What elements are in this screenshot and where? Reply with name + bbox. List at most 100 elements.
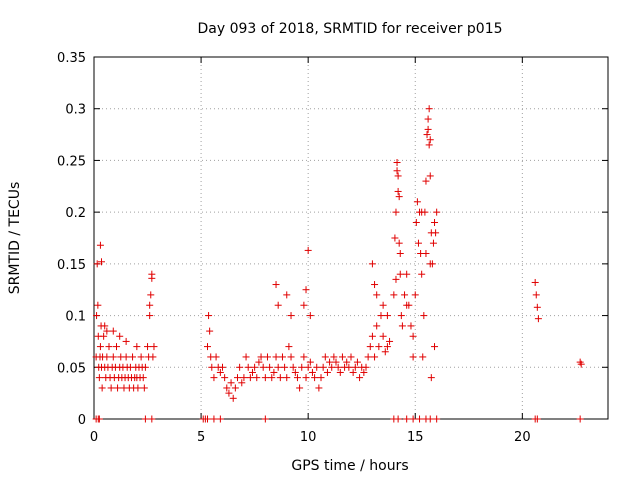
x-tick-label: 15: [407, 430, 424, 445]
data-point: [313, 363, 321, 371]
data-point: [379, 332, 387, 340]
data-point: [94, 301, 102, 309]
data-point: [116, 332, 124, 340]
data-point: [291, 368, 299, 376]
data-point: [393, 158, 401, 166]
data-point: [532, 291, 540, 299]
data-point: [394, 172, 402, 180]
data-point: [360, 368, 368, 376]
data-point: [219, 363, 226, 371]
data-point: [431, 343, 439, 351]
data-point: [225, 389, 233, 397]
data-point: [429, 239, 437, 247]
y-axis-label: SRMTID / TECUs: [7, 182, 23, 295]
data-point: [287, 353, 295, 361]
data-point: [379, 301, 387, 309]
data-point: [259, 363, 267, 371]
y-tick-label: 0.35: [57, 51, 86, 66]
data-point: [323, 368, 331, 376]
data-point: [403, 270, 411, 278]
data-point: [411, 291, 419, 299]
data-point: [257, 353, 265, 361]
data-point: [302, 374, 310, 382]
data-point: [424, 115, 432, 123]
y-tick-label: 0.05: [57, 361, 86, 376]
data-point: [395, 193, 403, 201]
data-point: [140, 384, 148, 392]
y-tick-label: 0.1: [65, 310, 86, 325]
data-point: [238, 379, 246, 387]
data-point: [283, 374, 291, 382]
y-tick-label: 0: [78, 413, 86, 428]
data-point: [149, 353, 157, 361]
data-point: [364, 353, 372, 361]
data-point: [334, 363, 342, 371]
data-point: [266, 363, 274, 371]
data-point: [425, 105, 433, 113]
data-point: [93, 312, 101, 320]
data-point: [141, 363, 149, 371]
y-tick-label: 0.15: [57, 258, 86, 273]
data-point: [300, 353, 308, 361]
data-point: [231, 384, 239, 392]
data-point: [98, 384, 106, 392]
data-point: [426, 172, 434, 180]
data-point: [150, 343, 158, 351]
data-point: [315, 384, 323, 392]
data-point: [281, 363, 289, 371]
data-point: [392, 275, 400, 283]
x-tick-label: 5: [197, 430, 205, 445]
data-point: [205, 312, 213, 320]
data-point: [144, 343, 152, 351]
x-tick-label: 20: [514, 430, 531, 445]
data-points: [92, 105, 585, 423]
data-point: [426, 136, 434, 144]
y-tick-label: 0.2: [65, 206, 86, 221]
data-point: [403, 301, 411, 309]
data-point: [422, 177, 430, 185]
data-point: [306, 358, 314, 366]
data-point: [407, 322, 415, 330]
data-point: [392, 208, 400, 216]
data-point: [251, 363, 259, 371]
data-point: [221, 374, 229, 382]
data-point: [141, 415, 149, 423]
data-point: [240, 374, 248, 382]
data-point: [317, 374, 325, 382]
data-point: [336, 368, 344, 376]
data-point: [103, 353, 111, 361]
data-point: [426, 260, 434, 268]
data-point: [274, 363, 282, 371]
data-point: [373, 322, 381, 330]
data-point: [332, 358, 340, 366]
data-point: [276, 374, 284, 382]
data-point: [274, 301, 282, 309]
data-point: [426, 415, 434, 423]
data-point: [432, 229, 440, 237]
data-point: [93, 260, 101, 268]
data-point: [414, 239, 422, 247]
data-point: [577, 360, 585, 368]
data-point: [248, 368, 256, 376]
data-point: [383, 312, 391, 320]
data-point: [210, 374, 218, 382]
data-point: [328, 363, 336, 371]
data-point: [356, 374, 364, 382]
data-point: [347, 353, 355, 361]
data-point: [289, 363, 297, 371]
x-axis-label: GPS time / hours: [291, 458, 408, 474]
y-tick-label: 0.25: [57, 154, 86, 169]
data-point: [300, 301, 308, 309]
data-point: [308, 368, 316, 376]
data-point: [114, 384, 122, 392]
data-point: [403, 415, 411, 423]
data-point: [296, 384, 304, 392]
data-point: [533, 415, 541, 423]
data-point: [418, 208, 426, 216]
data-point: [330, 353, 338, 361]
data-point: [283, 291, 291, 299]
data-point: [371, 281, 379, 289]
data-point: [148, 274, 156, 282]
data-point: [311, 374, 319, 382]
